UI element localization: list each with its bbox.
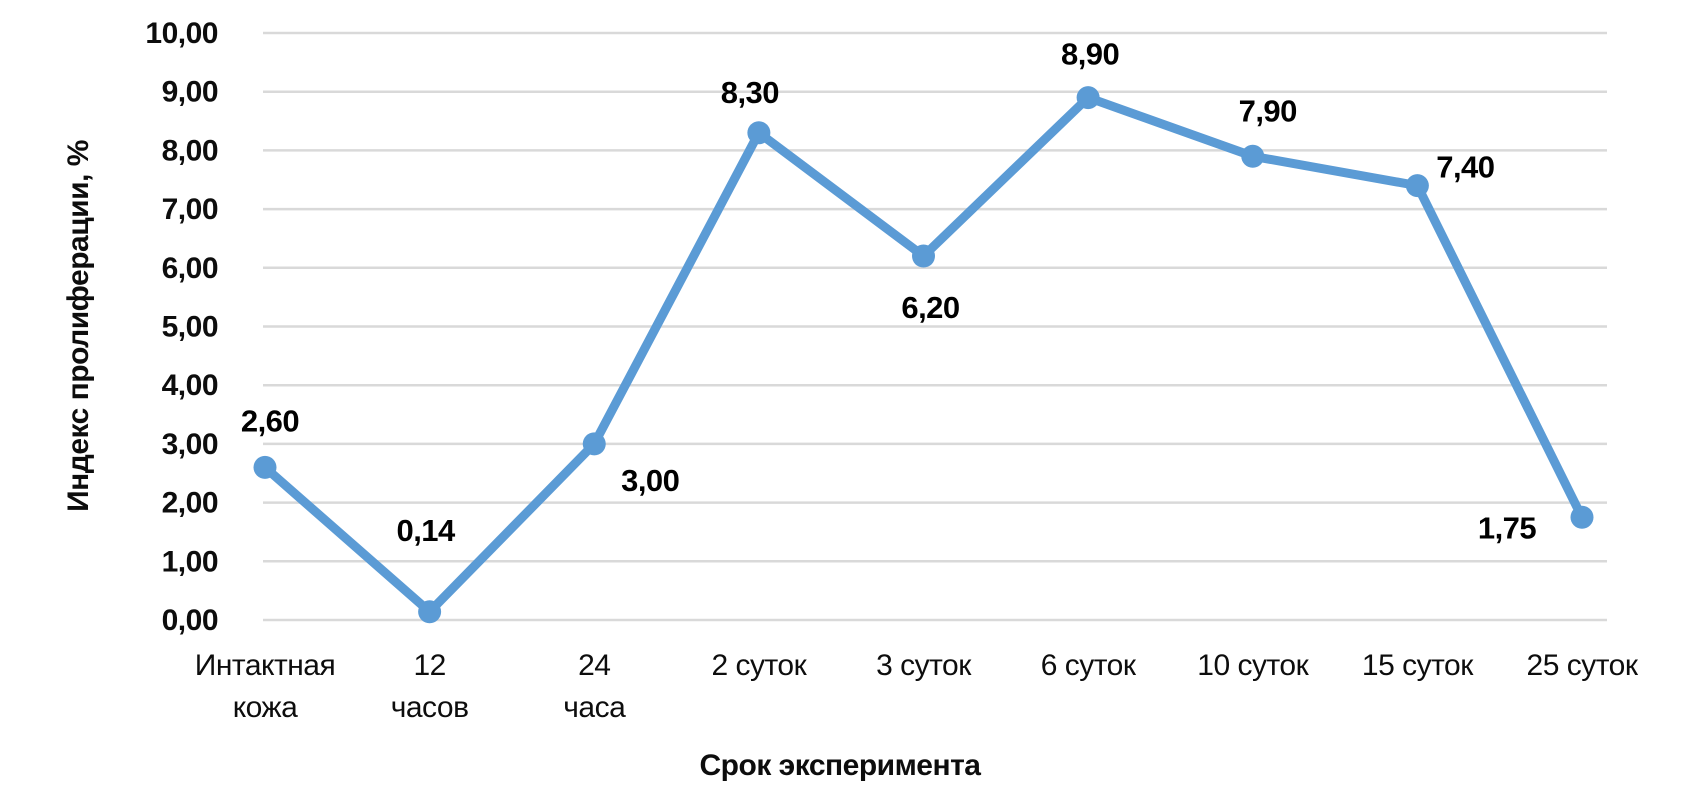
x-category-label: кожа	[233, 691, 298, 724]
data-point	[912, 244, 935, 268]
data-point	[253, 455, 277, 479]
x-category-label: 3 суток	[876, 649, 972, 682]
data-point	[1076, 86, 1100, 110]
data-point	[747, 121, 771, 145]
data-label: 1,75	[1478, 510, 1537, 545]
x-axis-title: Срок эксперимента	[700, 749, 982, 782]
x-category-label: 12	[413, 649, 445, 682]
data-label: 8,90	[1061, 37, 1119, 72]
y-tick-label: 4,00	[162, 369, 218, 402]
y-tick-label: 9,00	[162, 76, 218, 109]
data-point	[1405, 174, 1429, 198]
data-point	[582, 432, 606, 456]
data-point	[418, 600, 442, 624]
x-category-label: 10 суток	[1197, 649, 1309, 682]
x-category-label: Интактная	[195, 649, 335, 682]
y-tick-label: 5,00	[162, 311, 218, 344]
y-tick-label: 1,00	[162, 545, 218, 578]
y-tick-label: 3,00	[162, 428, 218, 461]
data-point	[1241, 144, 1265, 168]
data-label: 7,40	[1436, 150, 1494, 185]
x-category-label: 25 суток	[1527, 649, 1639, 682]
x-category-label: часов	[391, 691, 469, 724]
x-category-label: 15 суток	[1362, 649, 1474, 682]
data-label: 0,14	[396, 513, 456, 548]
data-label: 8,30	[721, 75, 779, 110]
y-tick-label: 8,00	[162, 134, 218, 167]
data-label: 2,60	[241, 403, 299, 438]
y-tick-label: 10,00	[145, 17, 218, 50]
x-category-label: 2 суток	[712, 649, 808, 682]
x-category-label: 24	[578, 649, 610, 682]
data-label: 7,90	[1239, 93, 1297, 128]
y-tick-label: 0,00	[162, 604, 218, 637]
y-tick-label: 6,00	[162, 252, 218, 285]
data-label: 3,00	[621, 463, 679, 498]
y-tick-label: 7,00	[162, 193, 218, 226]
y-axis-title: Индекс пролиферации, %	[62, 140, 95, 512]
data-label: 6,20	[901, 290, 959, 325]
series-line	[260, 93, 1587, 617]
data-point	[1570, 505, 1594, 529]
x-category-label: 6 суток	[1041, 649, 1137, 682]
x-category-label: часа	[563, 691, 626, 724]
y-tick-label: 2,00	[162, 487, 218, 520]
